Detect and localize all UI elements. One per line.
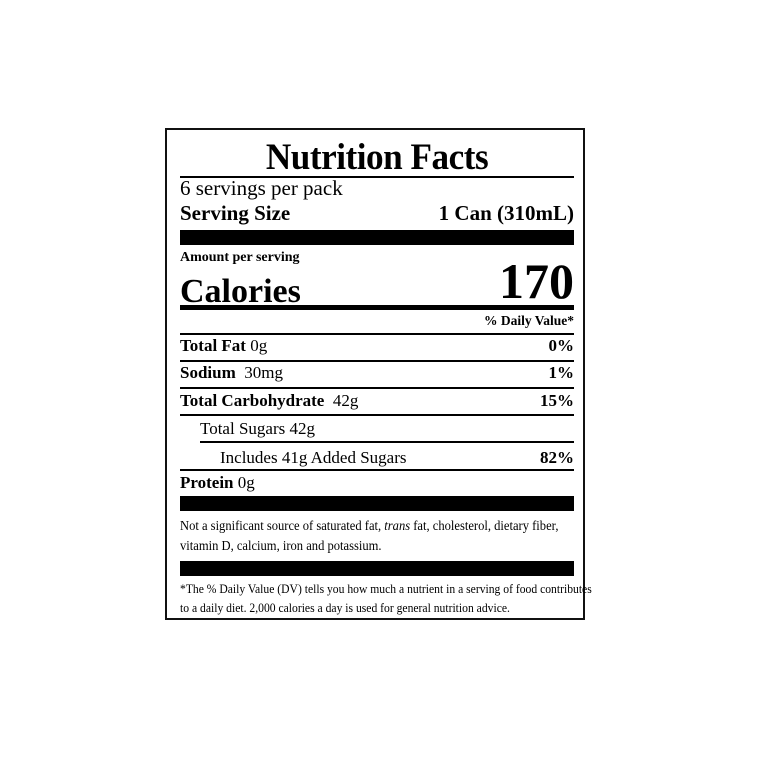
divider <box>200 441 574 443</box>
nutrient-name: Total Sugars 42g <box>200 419 315 438</box>
divider <box>180 176 574 178</box>
nutrient-name: Total Carbohydrate <box>180 391 325 410</box>
nutrient-row-sodium: Sodium 30mg 1% <box>180 363 574 383</box>
nutrient-dv: 15% <box>540 391 574 410</box>
label-title: Nutrition Facts <box>265 137 489 178</box>
servings-per-container: 6 servings per pack <box>180 176 343 200</box>
thick-divider <box>180 230 574 245</box>
calories-value: 170 <box>499 253 574 309</box>
nutrient-name: Includes 41g Added Sugars <box>220 448 407 467</box>
daily-value-header: % Daily Value* <box>483 313 574 328</box>
nutrient-amount: 0g <box>250 336 268 355</box>
footnote: *The % Daily Value (DV) tells you how mu… <box>180 582 592 615</box>
divider <box>180 414 574 416</box>
calories-label: Calories <box>180 273 301 310</box>
not-significant-note: Not a significant source of saturated fa… <box>180 516 594 556</box>
thick-divider <box>180 496 574 511</box>
nutrient-amount: 0g <box>237 473 255 492</box>
nutrient-row-total-carbohydrate: Total Carbohydrate 42g 15% <box>180 391 574 411</box>
note-italic: trans <box>384 518 411 533</box>
divider <box>180 387 574 389</box>
divider <box>180 333 574 335</box>
nutrient-row-protein: Protein 0g <box>180 473 574 493</box>
nutrition-facts-label: Nutrition Facts 6 servings per pack Serv… <box>165 128 592 620</box>
calories-row: Calories 170 <box>180 256 574 313</box>
nutrient-row-total-sugars: Total Sugars 42g <box>200 419 574 439</box>
divider <box>180 469 574 471</box>
nutrient-amount: 42g <box>332 391 359 410</box>
nutrient-dv: 1% <box>548 363 575 382</box>
serving-size-label: Serving Size <box>180 201 291 225</box>
note-text: Not a significant source of saturated fa… <box>180 518 385 533</box>
nutrient-dv: 82% <box>540 448 574 467</box>
medium-divider <box>180 305 574 310</box>
nutrient-row-total-fat: Total Fat 0g 0% <box>180 336 574 356</box>
note-text: fat, cholesterol, dietary fiber, vitamin… <box>180 518 559 553</box>
nutrient-amount: 30mg <box>244 363 283 382</box>
nutrient-name: Protein <box>180 473 234 492</box>
nutrient-dv: 0% <box>548 336 575 355</box>
serving-size-value: 1 Can (310mL) <box>438 201 574 225</box>
amount-per-serving: Amount per serving <box>180 250 300 265</box>
divider <box>180 360 574 362</box>
nutrient-row-added-sugars: Includes 41g Added Sugars 82% <box>220 448 574 468</box>
nutrient-name: Sodium <box>180 363 236 382</box>
serving-size-row: Serving Size 1 Can (310mL) <box>180 201 574 225</box>
nutrient-name: Total Fat <box>180 336 246 355</box>
thick-divider <box>180 561 574 576</box>
